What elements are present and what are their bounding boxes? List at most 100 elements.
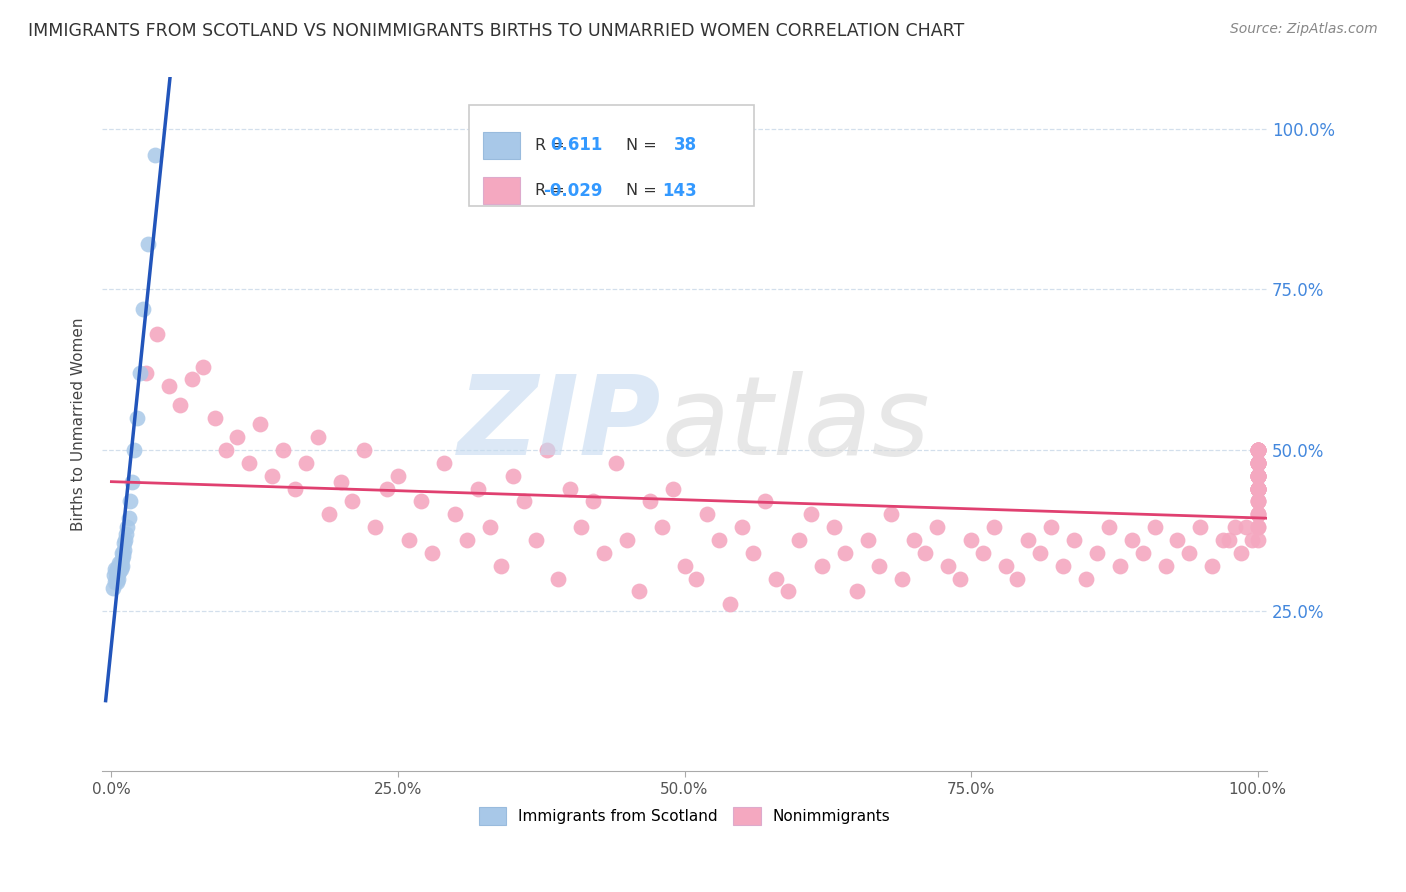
Point bbox=[111, 549, 134, 563]
Point bbox=[972, 546, 994, 560]
Point bbox=[891, 572, 914, 586]
Point bbox=[112, 536, 135, 550]
Point bbox=[1247, 443, 1270, 458]
Point bbox=[718, 597, 741, 611]
Point bbox=[115, 526, 138, 541]
Point bbox=[124, 443, 146, 458]
Point bbox=[1029, 546, 1052, 560]
Point bbox=[1178, 546, 1201, 560]
Point bbox=[627, 584, 650, 599]
Point bbox=[273, 443, 295, 458]
Point bbox=[108, 556, 131, 570]
Point bbox=[1247, 482, 1270, 496]
Point bbox=[1247, 508, 1270, 522]
Point bbox=[1240, 533, 1263, 547]
Point bbox=[284, 482, 307, 496]
Point bbox=[467, 482, 489, 496]
Point bbox=[108, 562, 131, 576]
Point bbox=[1247, 456, 1270, 470]
Point bbox=[651, 520, 673, 534]
Point bbox=[1247, 508, 1270, 522]
Point bbox=[1247, 443, 1270, 458]
Point bbox=[1247, 520, 1270, 534]
Point bbox=[960, 533, 983, 547]
Legend: Immigrants from Scotland, Nonimmigrants: Immigrants from Scotland, Nonimmigrants bbox=[471, 799, 898, 833]
Point bbox=[375, 482, 398, 496]
Point bbox=[387, 468, 409, 483]
Text: ZIP: ZIP bbox=[458, 371, 661, 478]
Point bbox=[121, 475, 143, 490]
Point bbox=[823, 520, 845, 534]
Point bbox=[1247, 468, 1270, 483]
Point bbox=[204, 411, 226, 425]
FancyBboxPatch shape bbox=[484, 132, 520, 159]
Point bbox=[307, 430, 329, 444]
Point bbox=[104, 574, 127, 589]
Point bbox=[811, 558, 834, 573]
Point bbox=[536, 443, 558, 458]
Text: -0.029: -0.029 bbox=[544, 182, 603, 200]
Point bbox=[1247, 456, 1270, 470]
Point bbox=[104, 572, 127, 586]
Point bbox=[1247, 468, 1270, 483]
Point bbox=[1247, 443, 1270, 458]
Point bbox=[111, 558, 134, 573]
Point bbox=[1223, 520, 1246, 534]
Point bbox=[1109, 558, 1132, 573]
Point bbox=[129, 366, 152, 380]
Text: 38: 38 bbox=[675, 136, 697, 154]
Point bbox=[513, 494, 536, 508]
Point bbox=[1247, 456, 1270, 470]
Point bbox=[571, 520, 593, 534]
Point bbox=[1166, 533, 1188, 547]
Point bbox=[834, 546, 856, 560]
Point bbox=[1063, 533, 1085, 547]
Point bbox=[800, 508, 823, 522]
Point bbox=[1247, 482, 1270, 496]
Point bbox=[868, 558, 890, 573]
Point bbox=[765, 572, 787, 586]
Point bbox=[1247, 482, 1270, 496]
Point bbox=[409, 494, 432, 508]
Point bbox=[1247, 482, 1270, 496]
Text: atlas: atlas bbox=[661, 371, 929, 478]
FancyBboxPatch shape bbox=[484, 178, 520, 203]
Point bbox=[110, 562, 132, 576]
Point bbox=[1017, 533, 1039, 547]
Point bbox=[754, 494, 776, 508]
Point bbox=[1189, 520, 1212, 534]
Text: R =: R = bbox=[536, 138, 565, 153]
Point bbox=[433, 456, 456, 470]
Point bbox=[105, 562, 128, 576]
Point bbox=[1247, 494, 1270, 508]
Point bbox=[146, 327, 169, 342]
Point bbox=[1085, 546, 1108, 560]
Point bbox=[662, 482, 685, 496]
Text: 143: 143 bbox=[662, 182, 697, 200]
Point bbox=[169, 398, 191, 412]
Point bbox=[444, 508, 467, 522]
Point bbox=[1247, 468, 1270, 483]
Point bbox=[1247, 443, 1270, 458]
Point bbox=[1247, 443, 1270, 458]
Point bbox=[1143, 520, 1166, 534]
Point bbox=[903, 533, 925, 547]
Point bbox=[582, 494, 605, 508]
Point bbox=[104, 562, 127, 576]
Point bbox=[1247, 468, 1270, 483]
Point bbox=[180, 372, 202, 386]
Point bbox=[456, 533, 478, 547]
Point bbox=[845, 584, 868, 599]
Point bbox=[136, 237, 159, 252]
Point bbox=[143, 147, 166, 161]
Text: Source: ZipAtlas.com: Source: ZipAtlas.com bbox=[1230, 22, 1378, 37]
Point bbox=[1247, 494, 1270, 508]
Point bbox=[107, 562, 129, 576]
Point bbox=[135, 366, 157, 380]
Point bbox=[1201, 558, 1223, 573]
Point bbox=[1247, 443, 1270, 458]
Point bbox=[353, 443, 375, 458]
Point bbox=[112, 542, 135, 557]
Point bbox=[558, 482, 581, 496]
Point bbox=[1247, 468, 1270, 483]
